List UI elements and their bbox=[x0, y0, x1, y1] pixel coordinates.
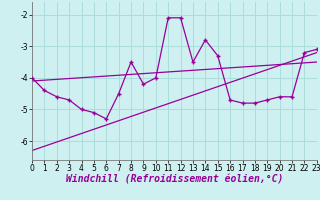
X-axis label: Windchill (Refroidissement éolien,°C): Windchill (Refroidissement éolien,°C) bbox=[66, 175, 283, 185]
